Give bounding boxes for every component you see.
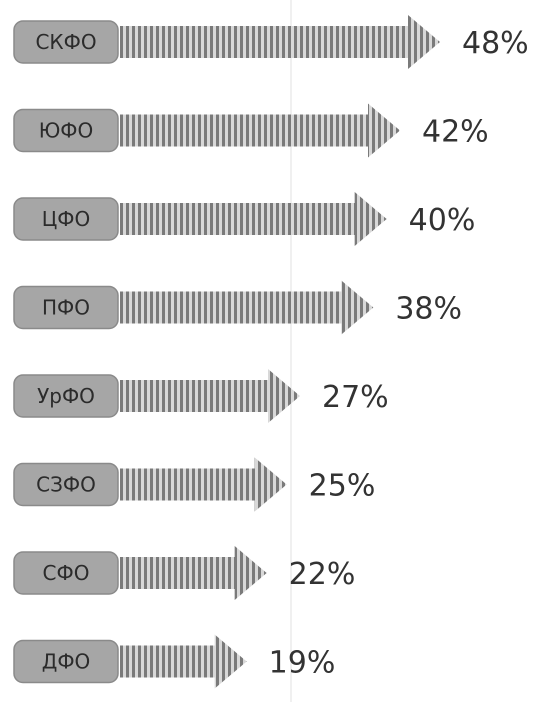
value-label: 27% [322, 380, 389, 415]
value-label: 22% [289, 557, 356, 592]
category-label-box [13, 285, 119, 330]
category-label-box [13, 639, 119, 684]
category-label-box [13, 374, 119, 418]
category-label: СЗФО [36, 473, 96, 497]
bar-arrow [120, 15, 440, 69]
bar-arrow [120, 634, 247, 689]
category-label-box [13, 108, 119, 153]
chart-row: ДФО 19% [13, 634, 336, 689]
category-label-box [13, 197, 119, 241]
chart-row: ЮФО 42% [13, 103, 489, 158]
bar-arrow [120, 457, 287, 512]
chart-row: СЗФО 25% [13, 457, 376, 512]
bar-arrow [120, 369, 300, 423]
category-label: ДФО [42, 650, 91, 674]
category-label: СКФО [35, 30, 96, 54]
chart-row: СФО 22% [13, 546, 356, 600]
category-label: ПФО [42, 296, 90, 320]
value-label: 42% [422, 115, 489, 150]
value-label: 25% [309, 469, 376, 504]
chart-row: ЦФО 40% [13, 192, 476, 246]
chart-row: УрФО 27% [13, 369, 389, 423]
value-label: 38% [395, 292, 462, 327]
category-label: ЮФО [39, 119, 94, 143]
category-label-box [13, 462, 119, 507]
category-label: ЦФО [42, 207, 91, 231]
category-label: СФО [43, 561, 90, 585]
category-label: УрФО [37, 384, 95, 408]
bar-arrow [120, 546, 267, 600]
chart-row: СКФО 48% [13, 15, 529, 69]
category-label-box [13, 20, 119, 64]
bar-arrow [120, 103, 400, 158]
value-label: 48% [462, 26, 529, 61]
bar-arrow [120, 280, 374, 335]
chart-rows: СКФО 48%ЮФО 42%ЦФО 40%ПФО 38%УрФО 27%СЗФО 25%С… [13, 15, 529, 689]
category-label-box [13, 551, 119, 595]
value-label: 40% [409, 203, 476, 238]
value-label: 19% [269, 646, 336, 681]
bar-arrow [120, 192, 387, 246]
chart-row: ПФО 38% [13, 280, 462, 335]
